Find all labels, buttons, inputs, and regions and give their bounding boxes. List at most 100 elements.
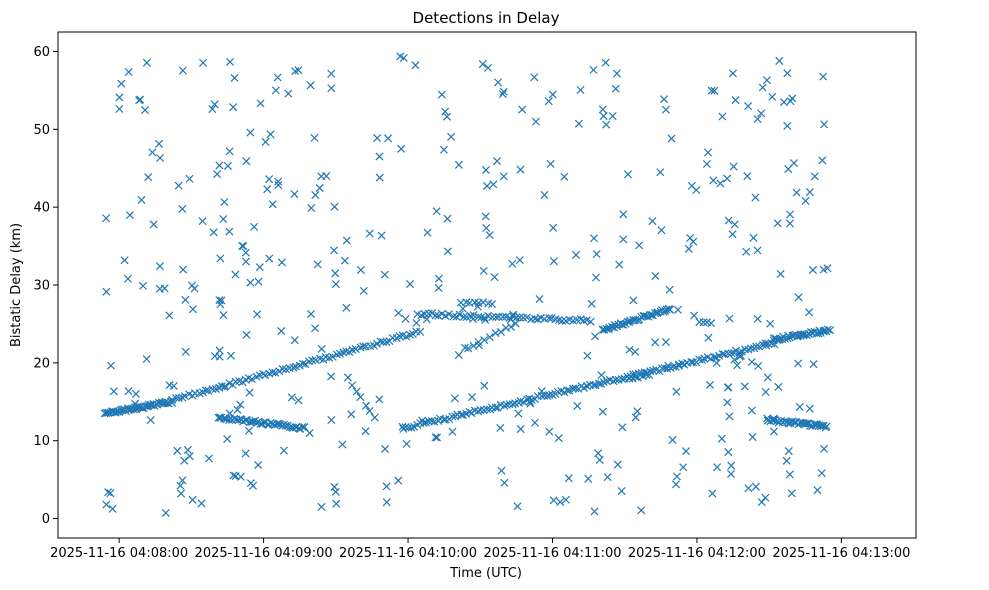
clutter-detection-marker bbox=[795, 402, 804, 411]
clutter-detection-marker bbox=[548, 90, 557, 99]
clutter-detection-marker bbox=[255, 263, 264, 272]
clutter-detection-marker bbox=[180, 456, 189, 465]
clutter-detection-marker bbox=[279, 446, 288, 455]
y-tick-label: 10 bbox=[33, 434, 50, 449]
clutter-detection-marker bbox=[727, 461, 736, 470]
clutter-detection-marker bbox=[775, 56, 784, 65]
clutter-detection-marker bbox=[213, 170, 222, 179]
clutter-detection-marker bbox=[594, 449, 603, 458]
clutter-detection-marker bbox=[702, 159, 711, 169]
clutter-detection-marker bbox=[784, 447, 793, 456]
clutter-detection-marker bbox=[361, 427, 370, 436]
clutter-detection-marker bbox=[177, 489, 186, 498]
track-detection-marker bbox=[174, 394, 183, 403]
clutter-detection-marker bbox=[805, 404, 814, 413]
clutter-detection-marker bbox=[265, 254, 274, 263]
track-detection-marker bbox=[515, 313, 524, 322]
clutter-detection-marker bbox=[225, 57, 235, 66]
track-detection-marker bbox=[508, 400, 517, 409]
clutter-detection-marker bbox=[290, 336, 299, 345]
track-detection-marker bbox=[783, 334, 792, 343]
track-detection-marker bbox=[208, 385, 217, 394]
y-tick-label: 30 bbox=[33, 279, 50, 294]
clutter-detection-marker bbox=[513, 502, 522, 511]
clutter-detection-marker bbox=[625, 345, 634, 354]
clutter-detection-marker bbox=[137, 195, 146, 204]
clutter-detection-marker bbox=[783, 69, 792, 78]
clutter-detection-marker bbox=[768, 92, 777, 101]
clutter-detection-marker bbox=[423, 228, 432, 237]
clutter-detection-marker bbox=[246, 128, 255, 137]
clutter-detection-marker bbox=[342, 303, 351, 312]
clutter-detection-marker bbox=[786, 210, 795, 219]
track-detection-marker bbox=[382, 338, 391, 347]
track-detection-marker bbox=[558, 316, 567, 325]
track-detection-marker bbox=[359, 342, 368, 351]
track-detection-marker bbox=[707, 319, 716, 328]
clutter-detection-marker bbox=[236, 400, 245, 409]
clutter-detection-marker bbox=[460, 343, 470, 352]
clutter-detection-marker bbox=[144, 173, 153, 182]
clutter-detection-marker bbox=[431, 433, 440, 442]
clutter-detection-marker bbox=[397, 144, 406, 153]
track-detection-marker bbox=[642, 370, 651, 379]
track-detection-marker bbox=[449, 312, 458, 321]
clutter-detection-marker bbox=[740, 382, 749, 391]
clutter-detection-marker bbox=[635, 241, 644, 250]
track-detection-marker bbox=[480, 313, 489, 322]
clutter-detection-marker bbox=[490, 273, 499, 282]
clutter-detection-marker bbox=[602, 120, 611, 129]
clutter-detection-marker bbox=[394, 309, 403, 318]
track-detection-marker bbox=[308, 356, 317, 365]
clutter-detection-marker bbox=[261, 137, 270, 146]
clutter-detection-marker bbox=[178, 66, 187, 75]
clutter-detection-marker bbox=[671, 480, 681, 489]
track-detection-marker bbox=[467, 409, 476, 418]
track-detection-marker bbox=[356, 393, 365, 402]
clutter-detection-marker bbox=[785, 470, 794, 479]
clutter-detection-marker bbox=[219, 215, 228, 224]
y-axis: 0 10 20 30 40 50 60 bbox=[33, 45, 58, 527]
clutter-detection-marker bbox=[204, 454, 214, 463]
clutter-detection-marker bbox=[310, 133, 319, 142]
clutter-detection-marker bbox=[623, 170, 632, 179]
clutter-detection-marker bbox=[724, 383, 733, 392]
clutter-detection-marker bbox=[574, 119, 583, 128]
track-detection-marker bbox=[348, 345, 357, 354]
clutter-detection-marker bbox=[537, 387, 546, 396]
clutter-detection-marker bbox=[729, 162, 738, 171]
clutter-detection-marker bbox=[704, 333, 713, 342]
track-detection-marker bbox=[479, 298, 488, 307]
clutter-detection-marker bbox=[672, 387, 681, 396]
clutter-detection-marker bbox=[556, 498, 565, 507]
clutter-detection-marker bbox=[219, 311, 228, 320]
clutter-detection-marker bbox=[499, 87, 508, 96]
track-detection-marker bbox=[586, 317, 595, 326]
x-tick-label: 2025-11-16 04:12:00 bbox=[628, 546, 766, 561]
clutter-detection-marker bbox=[106, 489, 115, 498]
track-detection-marker bbox=[379, 337, 388, 347]
clutter-detection-marker bbox=[215, 296, 224, 305]
clutter-detection-marker bbox=[448, 427, 457, 436]
track-detection-marker bbox=[488, 313, 497, 322]
clutter-detection-marker bbox=[253, 310, 262, 319]
clutter-detection-marker bbox=[454, 160, 463, 169]
clutter-detection-marker bbox=[433, 433, 442, 442]
clutter-detection-marker bbox=[102, 500, 111, 509]
clutter-detection-marker bbox=[675, 361, 684, 370]
clutter-detection-marker bbox=[779, 98, 788, 107]
clutter-detection-marker bbox=[294, 66, 303, 75]
y-tick-label: 60 bbox=[33, 45, 50, 60]
clutter-detection-marker bbox=[757, 109, 766, 118]
clutter-detection-marker bbox=[753, 314, 762, 323]
track-detection-marker bbox=[599, 377, 608, 387]
clutter-detection-marker bbox=[330, 482, 339, 491]
clutter-detection-marker bbox=[277, 326, 286, 336]
clutter-detection-marker bbox=[589, 65, 598, 74]
clutter-detection-marker bbox=[726, 469, 736, 478]
clutter-detection-marker bbox=[810, 172, 819, 181]
clutter-detection-marker bbox=[716, 179, 725, 188]
track-detection-marker bbox=[477, 313, 486, 322]
clutter-detection-marker bbox=[406, 280, 415, 289]
track-detection-marker bbox=[298, 422, 307, 431]
